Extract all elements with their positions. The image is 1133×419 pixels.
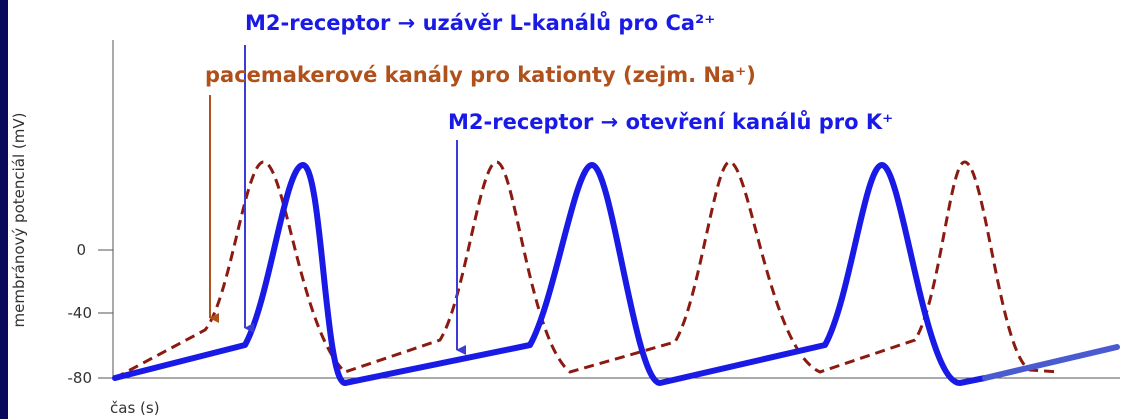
y-axis-label: membránový potenciál (mV) [10, 113, 28, 328]
y-tick-label: -80 [68, 369, 93, 387]
control-curve [114, 160, 1061, 380]
y-tick-label: -40 [68, 304, 93, 322]
vagal-curve [112, 162, 988, 386]
annotation: pacemakerové kanály pro kationty (zejm. … [205, 63, 756, 87]
vagal-curve-tail [982, 344, 1120, 381]
left-strip [0, 0, 8, 419]
x-axis-label: čas (s) [110, 399, 160, 417]
annotation: M2-receptor → otevření kanálů pro K⁺ [448, 110, 893, 134]
annotation: M2-receptor → uzávěr L-kanálů pro Ca²⁺ [245, 11, 715, 35]
y-tick-label: 0 [76, 241, 86, 259]
